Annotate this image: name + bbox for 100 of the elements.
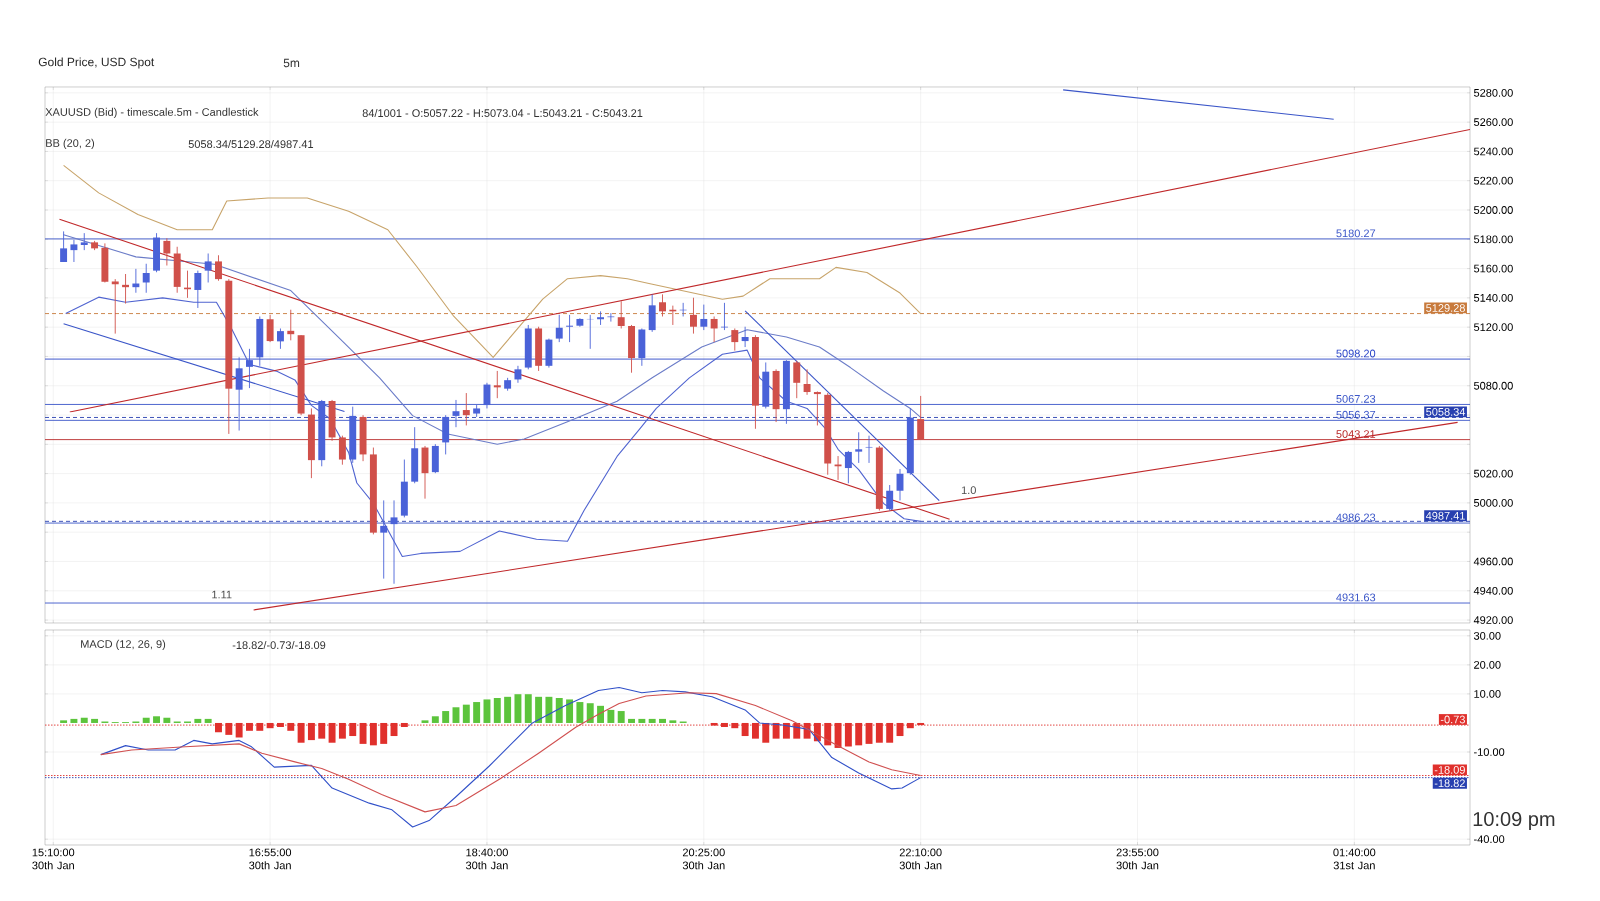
- bar: [576, 702, 584, 723]
- candlestick: [266, 314, 274, 343]
- candlestick: [597, 310, 605, 326]
- x-tick-label: 18:40:00 30th Jan: [465, 848, 508, 870]
- y-tick-label: 5240.00: [1473, 147, 1513, 156]
- bar: [607, 709, 615, 723]
- candlestick: [338, 435, 346, 466]
- bar: [669, 720, 677, 723]
- candlestick: [276, 328, 284, 350]
- bar: [60, 720, 68, 723]
- y-tick-label: 4960.00: [1473, 557, 1513, 566]
- candlestick: [844, 450, 852, 484]
- y-tick-label: 5260.00: [1473, 118, 1513, 127]
- candlestick: [659, 293, 666, 317]
- annotation: -18.82/-0.73/-18.09: [232, 640, 326, 650]
- y-tick-label: 5000.00: [1473, 499, 1513, 507]
- ref-line-label: 5098.20: [1336, 349, 1376, 358]
- bar: [421, 720, 429, 723]
- ref-line-label: -18.82: [1434, 779, 1465, 788]
- candlestick: [855, 431, 863, 464]
- annotation: MACD (12, 26, 9): [81, 639, 166, 651]
- y-tick-label: 20.00: [1474, 660, 1501, 669]
- annotation: 5058.34/5129.28/4987.41: [188, 139, 314, 149]
- bar: [142, 717, 150, 723]
- bar: [204, 718, 212, 723]
- candlestick: [690, 297, 697, 335]
- y-tick-label: -40.00: [1474, 835, 1505, 844]
- candlestick: [917, 395, 925, 441]
- candlestick: [710, 316, 718, 343]
- bar: [875, 722, 883, 743]
- candlestick: [803, 368, 811, 396]
- x-tick-label: 20:25:00 30th Jan: [682, 848, 725, 870]
- candlestick: [60, 230, 68, 263]
- y-tick-label: 4940.00: [1473, 586, 1513, 595]
- candlestick: [204, 253, 212, 283]
- candlestick: [886, 484, 894, 511]
- candlestick: [514, 365, 522, 384]
- annotation: 1.11: [212, 590, 232, 599]
- bar: [504, 696, 512, 723]
- bar: [555, 697, 563, 723]
- candlestick: [452, 399, 460, 428]
- bar: [566, 699, 574, 723]
- candlestick: [111, 278, 119, 335]
- bar: [431, 716, 439, 723]
- bar: [493, 697, 501, 723]
- y-tick-label: 5180.00: [1473, 235, 1513, 244]
- text: 10:09 pm: [1473, 811, 1555, 831]
- annotation: 1.0: [961, 486, 976, 495]
- candlestick: [741, 326, 749, 348]
- bar: [617, 711, 625, 723]
- annotation: 84/1001 - O:5057.22 - H:5073.04 - L:5043.21 - C:5043.21: [362, 108, 643, 118]
- x-tick-label: 22:10:00 30th Jan: [899, 848, 942, 870]
- bar: [586, 703, 594, 723]
- candlestick: [142, 263, 150, 294]
- bar: [163, 717, 171, 723]
- ref-line-label: 5056.37: [1336, 410, 1376, 419]
- bar: [524, 694, 532, 723]
- y-tick-label: 5080.00: [1473, 381, 1513, 390]
- text: 5m: [283, 58, 300, 68]
- bar: [648, 718, 656, 723]
- candlestick: [607, 312, 615, 323]
- y-tick-label: 5220.00: [1473, 176, 1513, 185]
- y-tick-label: 5120.00: [1473, 323, 1513, 332]
- candlestick: [462, 392, 470, 426]
- candlestick: [700, 304, 708, 331]
- ref-line-label: 5067.23: [1336, 394, 1376, 403]
- ref-line-label: 4987.41: [1425, 511, 1465, 520]
- candlestick: [235, 356, 243, 431]
- ref-line-label: -18.09: [1434, 766, 1465, 774]
- candlestick: [70, 239, 78, 263]
- ref-line-label: 5058.34: [1426, 407, 1466, 416]
- ref-line-label: 4986.23: [1336, 513, 1376, 522]
- bar: [659, 718, 666, 723]
- candlestick: [215, 254, 222, 282]
- bar: [855, 722, 863, 746]
- y-tick-label: 5280.00: [1473, 88, 1513, 97]
- y-tick-label: 4920.00: [1473, 616, 1513, 624]
- bar: [638, 718, 646, 723]
- annotation: XAUUSD (Bid) - timescale.5m - Candlestick: [45, 107, 259, 119]
- bar: [514, 694, 522, 723]
- bar: [545, 696, 553, 723]
- bar: [400, 722, 408, 728]
- x-tick-label: 15:10:00 30th Jan: [32, 848, 75, 870]
- candlestick: [287, 309, 295, 341]
- annotation: BB (20, 2): [46, 138, 95, 150]
- candlestick: [555, 314, 563, 343]
- bar: [462, 704, 470, 723]
- bar: [380, 722, 388, 744]
- ref-line-label: 5043.21: [1336, 430, 1376, 438]
- bar: [70, 718, 78, 723]
- y-tick-label: 5200.00: [1473, 206, 1513, 214]
- candlestick: [793, 360, 801, 399]
- ref-line-label: 5180.27: [1336, 229, 1376, 238]
- candlestick: [617, 300, 625, 329]
- candlestick: [163, 237, 171, 266]
- bar: [442, 711, 450, 723]
- bar: [80, 717, 88, 723]
- candlestick: [493, 370, 501, 399]
- candlestick: [483, 382, 491, 409]
- candlestick: [865, 435, 873, 464]
